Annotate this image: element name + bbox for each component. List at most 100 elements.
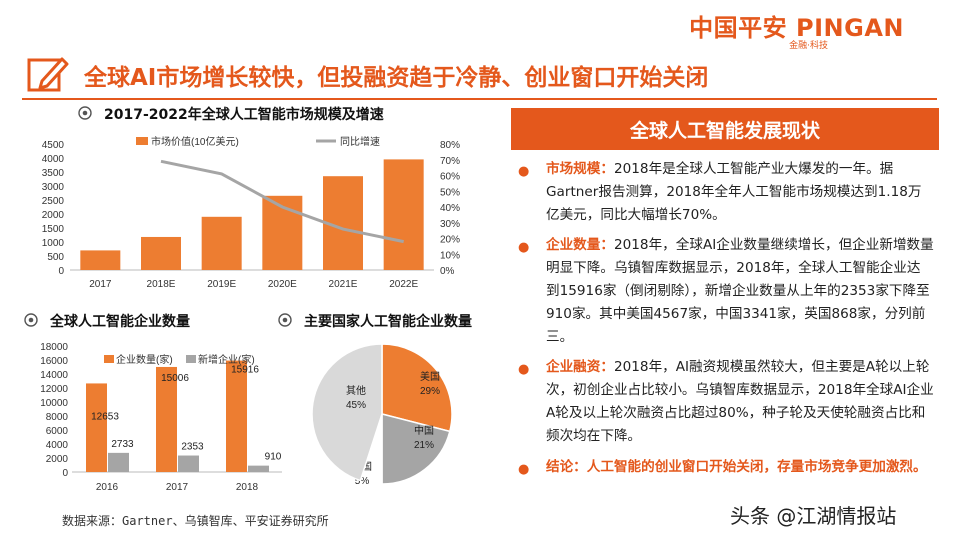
target-bullet-icon	[78, 106, 92, 120]
y2-tick-label: 30%	[440, 219, 460, 230]
pie-slice	[381, 413, 451, 485]
y-tick-label: 8000	[46, 412, 69, 423]
data-label-new-companies: 2353	[181, 442, 204, 453]
x-tick-label: 2022E	[389, 279, 418, 290]
brand-logo: 中国平安 PINGAN	[689, 14, 904, 42]
pie-pct-label: 45%	[346, 400, 366, 411]
brand-tagline: 金融·科技	[789, 41, 828, 51]
y-tick-label: 0	[58, 266, 64, 277]
bar-new-companies	[248, 465, 269, 472]
y-tick-label: 6000	[46, 426, 69, 437]
y2-tick-label: 0%	[440, 266, 455, 277]
legend-label: 同比增速	[340, 135, 380, 148]
list-item: ● 结论：人工智能的创业窗口开始关闭，存量市场竞争更加激烈。	[514, 456, 934, 479]
list-item: ● 企业数量：2018年，全球AI企业数量继续增长，但企业新增数量明显下降。乌镇智…	[514, 234, 934, 348]
item-heading: 市场规模：	[546, 161, 614, 177]
ai-company-count-chart: 0 2000 4000 6000 8000 10000 12000 14000 16000 180…	[40, 342, 282, 493]
pie-slice	[381, 343, 453, 433]
market-size-chart: 0 500 1000 1500 2000 2500 3000 3500 4000 4500 0% 10…	[42, 135, 460, 290]
legend-swatch-company-count	[104, 355, 114, 363]
bar-new-companies	[178, 455, 199, 472]
item-heading: 结论：	[546, 458, 587, 475]
bar-company-count	[226, 360, 247, 472]
data-label-new-companies: 2733	[111, 439, 134, 450]
pie-slice	[311, 343, 383, 482]
pie-label: 其他	[346, 384, 366, 397]
bullet-dot-icon: ●	[518, 240, 530, 256]
watermark-text: 头条 @江湖情报站	[730, 504, 897, 528]
target-bullet-icon	[24, 313, 38, 327]
legend-swatch-new-companies	[186, 355, 196, 363]
x-tick-label: 2020E	[268, 279, 297, 290]
chart1-title: 2017-2022年全球人工智能市场规模及增速	[104, 107, 384, 123]
target-bullet-icon	[278, 313, 292, 327]
item-text: 2018年，全球AI企业数量继续增长，但企业新增数量明显下降。乌镇智库数据显示，…	[546, 237, 934, 345]
bar-company-count	[156, 366, 177, 472]
bar-company-count	[86, 383, 107, 472]
list-item: ● 企业融资：2018年，AI融资规模虽然较大，但主要是A轮以上轮次，初创企业占比…	[514, 356, 934, 447]
y-tick-label: 2500	[42, 196, 65, 207]
y-tick-label: 4000	[46, 440, 69, 451]
bar-market-value	[383, 159, 424, 270]
pie-label: 中国	[414, 424, 434, 437]
findings-list: ● 市场规模：2018年是全球人工智能产业大爆发的一年。据Gartner报告测算，…	[514, 158, 934, 486]
item-text: 2018年是全球人工智能产业大爆发的一年。据Gartner报告测算，2018年全…	[546, 161, 922, 223]
y2-tick-label: 40%	[440, 203, 460, 214]
y-tick-label: 2000	[42, 210, 65, 221]
y2-tick-label: 60%	[440, 172, 460, 183]
y-tick-label: 3000	[42, 182, 65, 193]
legend-label: 企业数量(家)	[116, 353, 173, 366]
pie-pct-label: 21%	[414, 440, 434, 451]
panel-heading: 全球人工智能发展现状	[511, 108, 939, 150]
y-tick-label: 0	[62, 468, 68, 479]
pie-label: 美国	[420, 370, 440, 383]
y-tick-label: 1000	[42, 238, 65, 249]
chart2-title: 全球人工智能企业数量	[50, 314, 190, 330]
chart3-title: 主要国家人工智能企业数量	[304, 314, 472, 330]
y2-tick-label: 80%	[440, 140, 460, 151]
y-tick-label: 2000	[46, 454, 69, 465]
data-label-company-count: 15006	[161, 373, 189, 384]
bullet-dot-icon: ●	[518, 362, 530, 378]
y-tick-label: 16000	[40, 356, 68, 367]
title-divider	[22, 98, 937, 100]
item-heading: 企业数量：	[546, 237, 614, 254]
edit-pencil-icon	[27, 57, 69, 92]
y-tick-label: 10000	[40, 398, 68, 409]
x-tick-label: 2016	[96, 482, 119, 493]
series-line-growth	[160, 159, 404, 244]
y2-tick-label: 70%	[440, 156, 460, 167]
bar-market-value	[80, 250, 121, 270]
y2-tick-label: 10%	[440, 250, 460, 261]
x-tick-label: 2021E	[329, 279, 358, 290]
x-tick-label: 2017	[89, 279, 112, 290]
x-tick-label: 2017	[166, 482, 189, 493]
y-tick-label: 14000	[40, 370, 68, 381]
page-title: 全球AI市场增长较快，但投融资趋于冷静、创业窗口开始关闭	[84, 65, 709, 91]
bar-market-value	[201, 216, 242, 270]
y-tick-label: 18000	[40, 342, 68, 353]
bar-new-companies	[108, 452, 129, 472]
data-label-new-companies: 910	[265, 452, 282, 463]
x-tick-label: 2018E	[147, 279, 176, 290]
y2-tick-label: 20%	[440, 235, 460, 246]
data-label-company-count: 15916	[231, 365, 259, 376]
y-tick-label: 1500	[42, 224, 65, 235]
data-source-note: 数据来源：Gartner、乌镇智库、平安证券研究所	[62, 514, 329, 528]
y2-tick-label: 50%	[440, 187, 460, 198]
data-label-company-count: 12653	[91, 411, 119, 422]
item-text: 人工智能的创业窗口开始关闭，存量市场竞争更加激烈。	[586, 458, 927, 475]
legend-label: 市场价值(10亿美元)	[151, 135, 239, 148]
bullet-dot-icon: ●	[518, 164, 530, 179]
pie-pct-label: 29%	[420, 386, 440, 397]
item-text: 2018年，AI融资规模虽然较大，但主要是A轮以上轮次，初创企业占比较小。乌镇智…	[546, 359, 934, 444]
legend-label: 新增企业(家)	[198, 353, 255, 366]
y-tick-label: 500	[47, 252, 64, 263]
y-tick-label: 12000	[40, 384, 68, 395]
list-item: ● 市场规模：2018年是全球人工智能产业大爆发的一年。据Gartner报告测算，…	[514, 158, 934, 226]
bullet-dot-icon: ●	[518, 461, 530, 477]
bar-market-value	[141, 236, 181, 270]
pie-pct-label: 5%	[355, 476, 370, 487]
legend-swatch-market-value	[136, 137, 148, 145]
